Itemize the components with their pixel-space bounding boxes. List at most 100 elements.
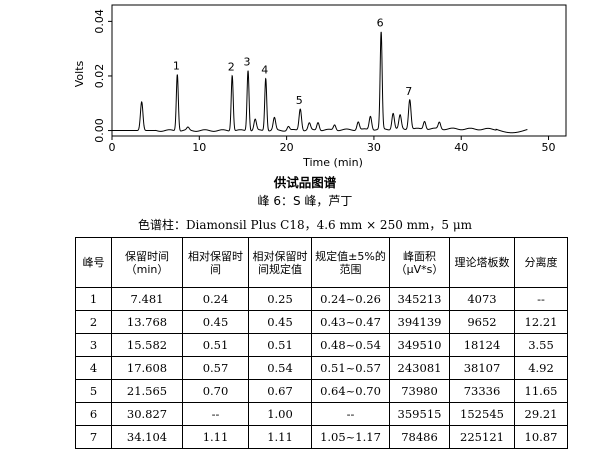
y-tick-label: 0.00 — [93, 118, 106, 143]
peak-note: 峰 6：S 峰，芦丁 — [257, 194, 353, 208]
plot-frame — [111, 4, 567, 137]
y-tick-label: 0.04 — [93, 9, 106, 34]
cell-range: 0.48~0.54 — [311, 333, 390, 357]
cell-specified-value: 0.25 — [248, 287, 312, 311]
cell-retention-time: 34.104 — [111, 425, 183, 449]
cell-relative-retention: 1.11 — [182, 425, 249, 449]
cell-peak-no: 3 — [75, 333, 112, 357]
cell-resolution: -- — [514, 287, 568, 311]
table-header-row: 峰号 保留时间（min） 相对保留时间 相对保留时间规定值 规定值±5%的范围 … — [75, 237, 568, 288]
cell-resolution: 12.21 — [514, 310, 568, 334]
peak-label: 7 — [405, 85, 412, 98]
cell-peak-area: 345213 — [389, 287, 450, 311]
chart-axes — [108, 4, 567, 140]
chromatogram: 0 10 20 30 40 50 0.00 0.02 0.04 1 2 34 5 6 7 Time (mi… — [73, 4, 567, 169]
cell-resolution: 11.65 — [514, 379, 568, 403]
x-tick-label: 30 — [367, 141, 381, 154]
cell-range: 0.43~0.47 — [311, 310, 390, 334]
header-relative-retention: 相对保留时间 — [182, 237, 249, 288]
cell-resolution: 29.21 — [514, 402, 568, 426]
y-axis-label: Volts — [73, 60, 86, 87]
cell-specified-value: 0.45 — [248, 310, 312, 334]
cell-peak-area: 243081 — [389, 356, 450, 380]
table-row: 7 34.104 1.11 1.11 1.05~1.17 78486 225121 10.87 — [75, 425, 568, 449]
cell-resolution: 4.92 — [514, 356, 568, 380]
x-tick-label: 50 — [542, 141, 556, 154]
cell-plates: 4073 — [449, 287, 515, 311]
header-resolution: 分离度 — [514, 237, 568, 288]
cell-peak-no: 5 — [75, 379, 112, 403]
peak-label: 2 — [228, 61, 235, 74]
cell-retention-time: 30.827 — [111, 402, 183, 426]
cell-specified-value: 0.67 — [248, 379, 312, 403]
cell-peak-area: 73980 — [389, 379, 450, 403]
cell-peak-area: 78486 — [389, 425, 450, 449]
cell-specified-value: 0.51 — [248, 333, 312, 357]
cell-retention-time: 17.608 — [111, 356, 183, 380]
cell-retention-time: 7.481 — [111, 287, 183, 311]
cell-peak-no: 1 — [75, 287, 112, 311]
peak-label: 5 — [296, 94, 303, 107]
cell-peak-area: 349510 — [389, 333, 450, 357]
table-row: 2 13.768 0.45 0.45 0.43~0.47 394139 9652 12.21 — [75, 310, 568, 334]
cell-peak-area: 394139 — [389, 310, 450, 334]
table-row: 1 7.481 0.24 0.25 0.24~0.26 345213 4073 -- — [75, 287, 568, 311]
table-row: 4 17.608 0.57 0.54 0.51~0.57 243081 38107 4.92 — [75, 356, 568, 380]
table-row: 5 21.565 0.70 0.67 0.64~0.70 73980 73336 11.65 — [75, 379, 568, 403]
header-retention-time: 保留时间（min） — [111, 237, 183, 288]
y-tick-label: 0.02 — [93, 64, 106, 89]
cell-plates: 152545 — [449, 402, 515, 426]
cell-range: -- — [311, 402, 390, 426]
peak-label: 4 — [261, 64, 268, 77]
cell-retention-time: 13.768 — [111, 310, 183, 334]
table-row: 3 15.582 0.51 0.51 0.48~0.54 349510 18124 3.55 — [75, 333, 568, 357]
peak-table: 峰号 保留时间（min） 相对保留时间 相对保留时间规定值 规定值±5%的范围 … — [75, 237, 568, 449]
cell-plates: 9652 — [449, 310, 515, 334]
chromatogram-trace — [112, 31, 528, 134]
header-peak-no: 峰号 — [75, 237, 112, 288]
tick-labels: 0 10 20 30 40 50 0.00 0.02 0.04 — [93, 9, 556, 154]
cell-specified-value: 0.54 — [248, 356, 312, 380]
cell-resolution: 10.87 — [514, 425, 568, 449]
header-range: 规定值±5%的范围 — [311, 237, 390, 288]
chart-title: 供试品图谱 — [273, 175, 337, 190]
x-tick-label: 0 — [109, 141, 116, 154]
peak-label: 3 — [244, 56, 251, 69]
cell-range: 0.51~0.57 — [311, 356, 390, 380]
table-row: 6 30.827 -- 1.00 -- 359515 152545 29.21 — [75, 402, 568, 426]
peak-label: 1 — [173, 60, 180, 73]
column-info: 色谱柱：Diamonsil Plus C18，4.6 mm × 250 mm，5… — [137, 218, 473, 232]
cell-plates: 73336 — [449, 379, 515, 403]
cell-peak-no: 7 — [75, 425, 112, 449]
cell-relative-retention: 0.57 — [182, 356, 249, 380]
cell-relative-retention: 0.45 — [182, 310, 249, 334]
cell-plates: 38107 — [449, 356, 515, 380]
header-plates: 理论塔板数 — [449, 237, 515, 288]
peak-label: 6 — [377, 17, 384, 30]
header-specified-value: 相对保留时间规定值 — [248, 237, 312, 288]
cell-relative-retention: 0.24 — [182, 287, 249, 311]
cell-retention-time: 21.565 — [111, 379, 183, 403]
cell-plates: 225121 — [449, 425, 515, 449]
cell-peak-no: 6 — [75, 402, 112, 426]
header-peak-area: 峰面积（μV*s） — [389, 237, 450, 288]
x-axis-label: Time (min) — [302, 156, 363, 169]
cell-peak-no: 2 — [75, 310, 112, 334]
peak-labels: 1 2 34 5 6 7 — [173, 17, 412, 107]
cell-peak-no: 4 — [75, 356, 112, 380]
cell-peak-area: 359515 — [389, 402, 450, 426]
cell-retention-time: 15.582 — [111, 333, 183, 357]
cell-relative-retention: 0.51 — [182, 333, 249, 357]
x-tick-label: 40 — [454, 141, 468, 154]
cell-resolution: 3.55 — [514, 333, 568, 357]
x-tick-label: 10 — [192, 141, 206, 154]
cell-relative-retention: -- — [182, 402, 249, 426]
cell-range: 0.24~0.26 — [311, 287, 390, 311]
cell-range: 0.64~0.70 — [311, 379, 390, 403]
cell-relative-retention: 0.70 — [182, 379, 249, 403]
cell-specified-value: 1.00 — [248, 402, 312, 426]
x-tick-label: 20 — [280, 141, 294, 154]
cell-specified-value: 1.11 — [248, 425, 312, 449]
cell-plates: 18124 — [449, 333, 515, 357]
cell-range: 1.05~1.17 — [311, 425, 390, 449]
